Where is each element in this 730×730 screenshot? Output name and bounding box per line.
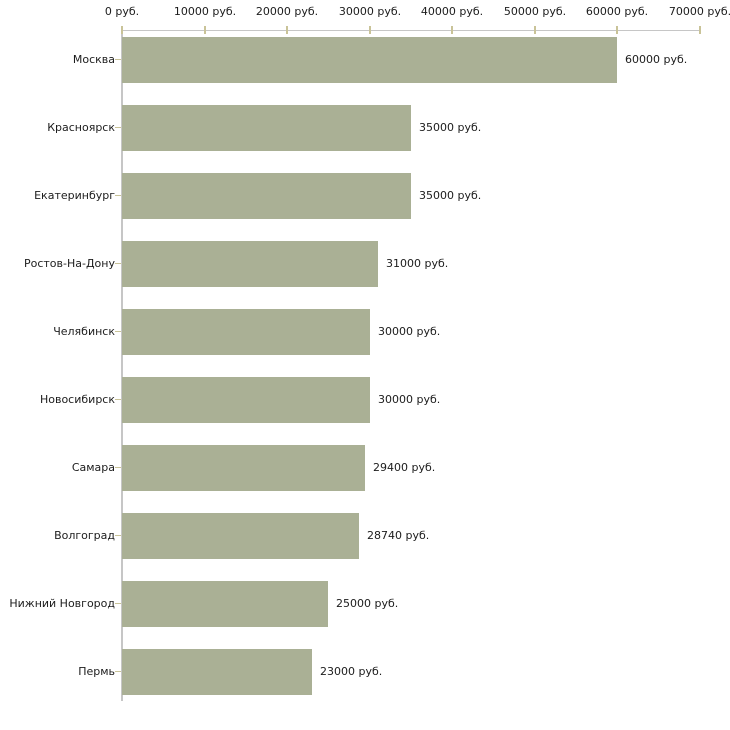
value-label: 30000 руб. — [378, 325, 441, 338]
y-axis-line — [121, 30, 123, 701]
x-axis-tick — [121, 26, 123, 34]
value-label: 29400 руб. — [373, 461, 436, 474]
value-label: 25000 руб. — [336, 597, 399, 610]
x-axis-line — [121, 30, 701, 31]
category-tick — [115, 535, 121, 536]
category-label: Москва — [72, 53, 115, 66]
x-axis-tick — [534, 26, 536, 34]
x-axis-tick-label: 40000 руб. — [420, 5, 484, 18]
value-label: 30000 руб. — [378, 393, 441, 406]
value-label: 28740 руб. — [367, 529, 430, 542]
x-axis-tick — [204, 26, 206, 34]
value-label: 60000 руб. — [625, 53, 688, 66]
category-tick — [115, 671, 121, 672]
x-axis-tick — [369, 26, 371, 34]
bar — [122, 513, 359, 559]
category-tick — [115, 399, 121, 400]
bar — [122, 445, 365, 491]
category-label: Челябинск — [53, 325, 115, 338]
bar — [122, 581, 328, 627]
x-axis-tick-label: 60000 руб. — [585, 5, 649, 18]
bar — [122, 309, 370, 355]
category-label: Нижний Новгород — [9, 597, 115, 610]
value-label: 35000 руб. — [419, 121, 482, 134]
category-label: Волгоград — [54, 529, 115, 542]
x-axis-tick-label: 10000 руб. — [173, 5, 237, 18]
category-tick — [115, 127, 121, 128]
value-label: 35000 руб. — [419, 189, 482, 202]
category-label: Пермь — [78, 665, 115, 678]
x-axis-tick — [616, 26, 618, 34]
category-tick — [115, 331, 121, 332]
bar — [122, 173, 411, 219]
category-tick — [115, 263, 121, 264]
category-label: Ростов-На-Дону — [23, 257, 115, 270]
category-label: Новосибирск — [39, 393, 115, 406]
category-label: Самара — [71, 461, 115, 474]
bar — [122, 377, 370, 423]
category-label: Екатеринбург — [34, 189, 115, 202]
category-tick — [115, 467, 121, 468]
x-axis-tick-label: 0 руб. — [104, 5, 140, 18]
bar — [122, 37, 617, 83]
bar — [122, 649, 312, 695]
value-label: 31000 руб. — [386, 257, 449, 270]
x-axis-tick-label: 70000 руб. — [668, 5, 730, 18]
category-label: Красноярск — [47, 121, 115, 134]
x-axis-tick-label: 20000 руб. — [255, 5, 319, 18]
value-label: 23000 руб. — [320, 665, 383, 678]
x-axis-tick — [451, 26, 453, 34]
x-axis-tick — [286, 26, 288, 34]
bar — [122, 241, 378, 287]
bar — [122, 105, 411, 151]
category-tick — [115, 59, 121, 60]
x-axis-tick-label: 30000 руб. — [338, 5, 402, 18]
x-axis-tick-label: 50000 руб. — [503, 5, 567, 18]
category-tick — [115, 195, 121, 196]
x-axis-tick — [699, 26, 701, 34]
category-tick — [115, 603, 121, 604]
